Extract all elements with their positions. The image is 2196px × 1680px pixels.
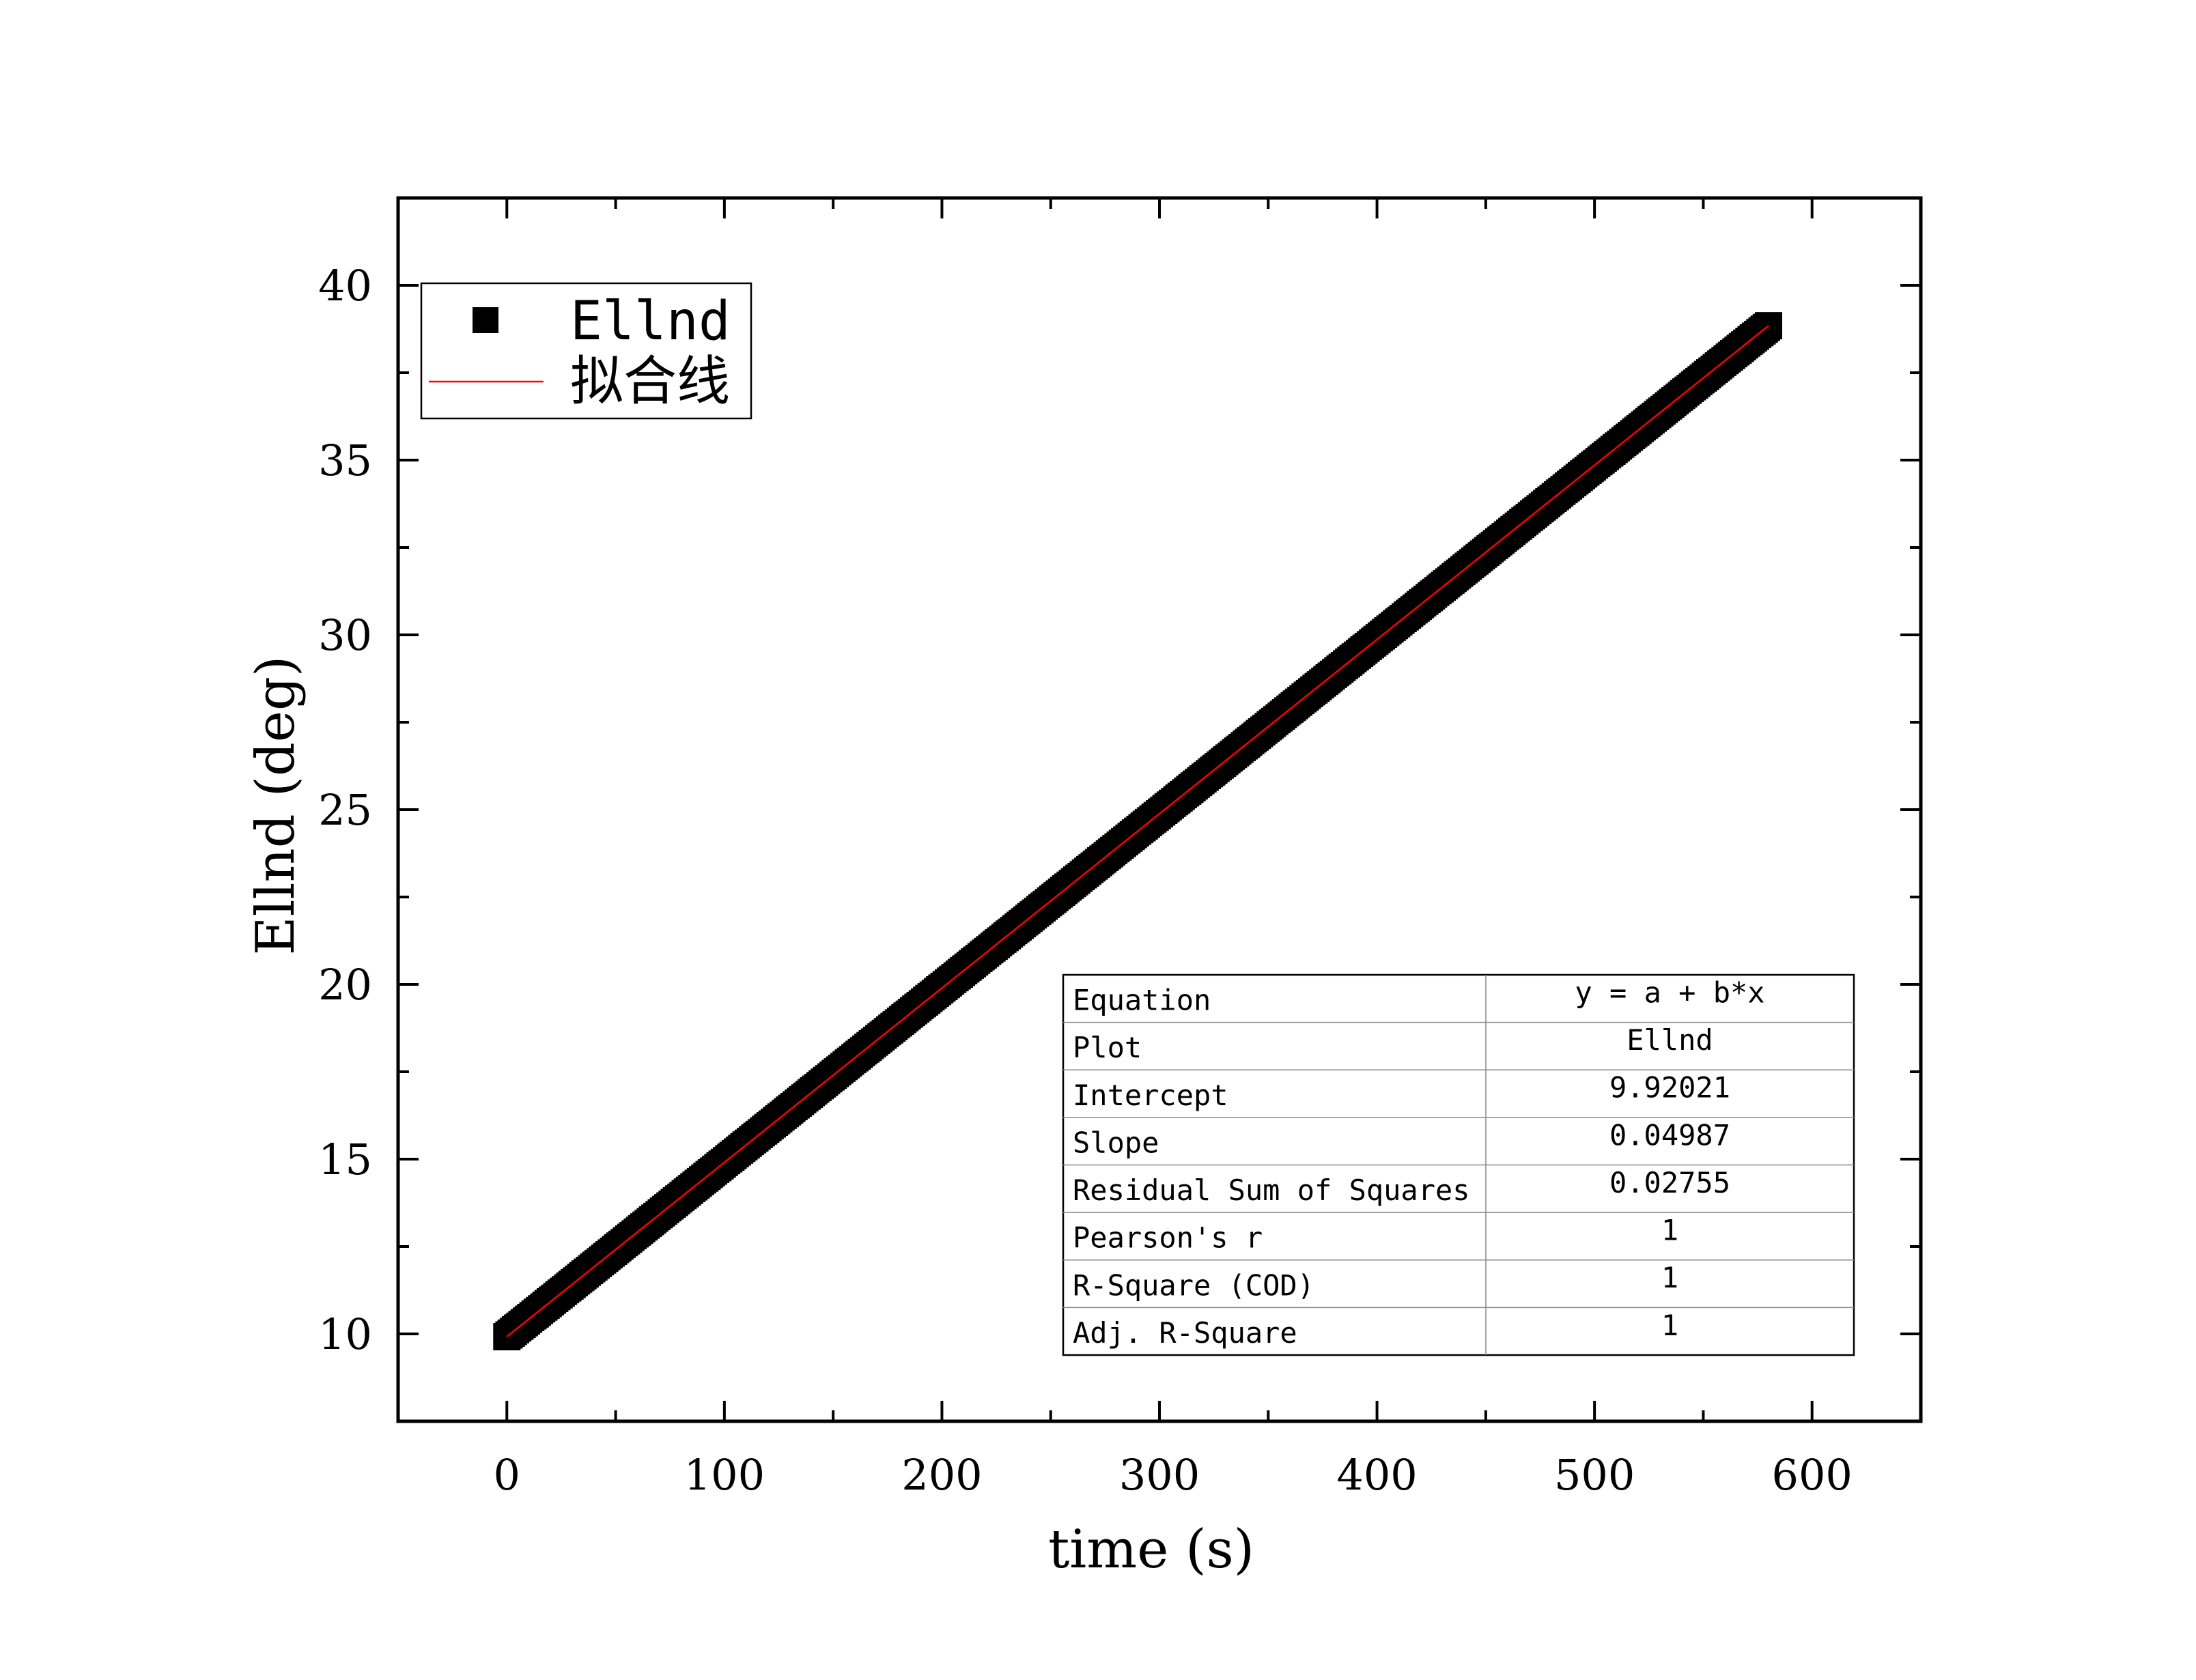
x-tick-label: 200 (901, 1450, 982, 1500)
stats-row-label: Slope (1073, 1126, 1159, 1159)
x-tick-label: 400 (1336, 1450, 1417, 1500)
legend-label-fit: 拟合线 (570, 351, 730, 412)
stats-row-label: Plot (1073, 1031, 1142, 1064)
stats-row-label: Equation (1073, 984, 1211, 1017)
y-tick-label: 30 (318, 610, 372, 660)
x-tick-label: 500 (1554, 1450, 1635, 1500)
stats-row-value: Ellnd (1627, 1023, 1713, 1057)
y-tick-label: 25 (318, 785, 372, 835)
y-tick-label: 35 (318, 436, 372, 485)
legend-box (420, 282, 752, 420)
stats-row-value: 1 (1661, 1261, 1678, 1294)
legend-label-ellnd: Ellnd (570, 291, 731, 352)
y-tick-label: 10 (318, 1309, 372, 1359)
x-axis-title: time (s) (1048, 1519, 1254, 1580)
series-fit-line (506, 325, 1769, 1338)
stats-row-label: R-Square (COD) (1073, 1268, 1314, 1302)
y-axis-title: Ellnd (deg) (245, 656, 307, 956)
stats-row-label: Adj. R-Square (1073, 1316, 1297, 1350)
y-tick-label: 40 (318, 261, 372, 311)
stats-row-value: 1 (1661, 1309, 1678, 1342)
plot-area (493, 312, 1782, 1351)
stats-row-label: Residual Sum of Squares (1073, 1173, 1470, 1207)
stats-row-value: 0.04987 (1609, 1118, 1730, 1152)
stats-row-label: Intercept (1073, 1079, 1228, 1112)
y-tick-label: 20 (318, 960, 372, 1010)
y-tick-label: 15 (318, 1135, 372, 1184)
stats-table: Equation y = a + b*x Plot Ellnd Intercept 9.9… (1062, 973, 1855, 1356)
x-tick-label: 0 (494, 1450, 520, 1500)
x-tick-label: 100 (684, 1450, 765, 1500)
legend-marker-ellnd (473, 307, 498, 333)
x-tick-label: 300 (1119, 1450, 1200, 1500)
stats-row-value: y = a + b*x (1575, 976, 1764, 1009)
x-tick-label: 600 (1772, 1450, 1853, 1500)
axes: 0 100 200 300 400 500 600 10 15 20 25 30 35 40 (318, 196, 1923, 1500)
stats-row-label: Pearson's r (1073, 1221, 1263, 1255)
stats-row-value: 0.02755 (1609, 1166, 1730, 1199)
stats-row-value: 9.92021 (1609, 1071, 1730, 1105)
stats-row-value: 1 (1661, 1214, 1678, 1247)
